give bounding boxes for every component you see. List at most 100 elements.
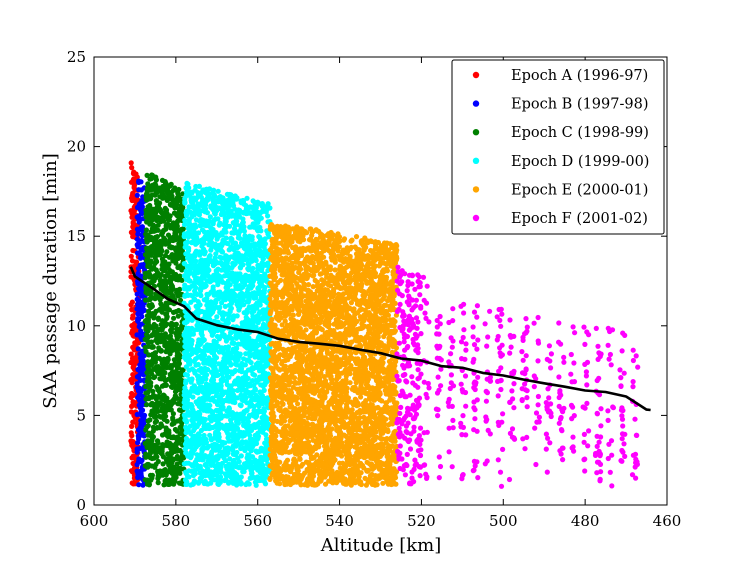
data-point <box>204 221 210 227</box>
data-point <box>157 376 163 382</box>
data-point <box>259 408 265 415</box>
data-point <box>247 440 254 446</box>
data-point <box>253 482 259 488</box>
data-point <box>163 226 169 232</box>
data-point <box>261 307 267 313</box>
data-point <box>160 461 166 467</box>
data-point <box>192 187 198 193</box>
data-point <box>194 277 200 283</box>
data-point <box>243 387 249 393</box>
data-point <box>255 285 261 291</box>
data-point <box>222 255 228 261</box>
data-point <box>150 388 156 394</box>
data-point <box>136 392 142 398</box>
data-point <box>258 228 264 234</box>
data-point <box>176 186 182 193</box>
data-point <box>238 200 244 206</box>
data-point <box>145 359 151 365</box>
data-point <box>208 247 214 253</box>
data-point <box>135 204 141 210</box>
data-point <box>257 234 263 240</box>
data-point <box>157 215 163 222</box>
data-point <box>253 436 260 442</box>
data-point <box>236 368 243 374</box>
data-point <box>165 232 172 238</box>
data-point <box>176 470 182 476</box>
data-point <box>166 279 172 285</box>
data-point <box>145 340 151 346</box>
data-point <box>145 262 151 268</box>
data-point <box>188 437 194 443</box>
data-point <box>196 455 202 461</box>
data-point <box>169 193 175 199</box>
data-point <box>257 476 263 482</box>
data-point <box>145 204 151 210</box>
data-point <box>220 316 226 322</box>
data-point <box>248 366 254 372</box>
data-point <box>209 332 215 338</box>
data-point <box>150 411 156 417</box>
data-point <box>220 350 227 356</box>
data-point <box>160 195 166 201</box>
data-point <box>153 295 159 301</box>
data-point <box>155 458 161 465</box>
data-point <box>130 171 137 177</box>
data-point <box>139 206 145 212</box>
data-point <box>207 257 213 263</box>
data-point <box>190 472 197 479</box>
data-point <box>134 446 140 452</box>
data-point <box>223 365 230 371</box>
data-point <box>224 472 231 478</box>
data-point <box>143 289 150 295</box>
data-point <box>199 266 205 272</box>
data-point <box>184 349 190 355</box>
data-point <box>135 214 141 220</box>
data-point <box>213 304 219 310</box>
data-point <box>131 222 137 228</box>
data-point <box>218 367 224 373</box>
data-point <box>182 320 189 326</box>
data-point <box>177 342 183 348</box>
data-point <box>223 281 229 287</box>
data-point <box>129 307 135 313</box>
data-point <box>189 259 195 265</box>
data-point <box>221 332 227 338</box>
data-point <box>133 259 139 265</box>
data-point <box>213 268 219 274</box>
data-point <box>136 482 142 488</box>
data-point <box>149 172 155 178</box>
data-point <box>144 477 151 483</box>
data-point <box>147 187 153 193</box>
data-point <box>164 442 170 449</box>
data-point <box>162 322 169 329</box>
data-point <box>134 192 140 198</box>
data-point <box>191 410 197 416</box>
data-point <box>162 331 168 337</box>
data-point <box>208 239 215 245</box>
data-point <box>249 445 255 451</box>
data-point <box>168 465 174 471</box>
data-point <box>259 348 266 354</box>
data-point <box>139 407 145 413</box>
data-point <box>244 459 250 465</box>
data-point <box>250 273 256 279</box>
data-point <box>143 194 149 200</box>
data-point <box>254 270 260 276</box>
data-point <box>220 398 227 404</box>
data-point <box>242 447 248 454</box>
data-point <box>223 458 229 464</box>
data-point <box>220 440 226 446</box>
data-point <box>172 435 178 441</box>
data-point <box>171 315 177 321</box>
data-point <box>143 227 149 233</box>
data-point <box>188 377 195 383</box>
data-point <box>201 337 207 343</box>
data-point <box>243 210 249 217</box>
data-point <box>212 463 218 469</box>
data-point <box>215 199 221 205</box>
data-point <box>149 358 155 365</box>
data-point <box>168 222 174 228</box>
data-point <box>229 410 236 416</box>
data-point <box>186 412 192 418</box>
data-point <box>158 348 164 354</box>
